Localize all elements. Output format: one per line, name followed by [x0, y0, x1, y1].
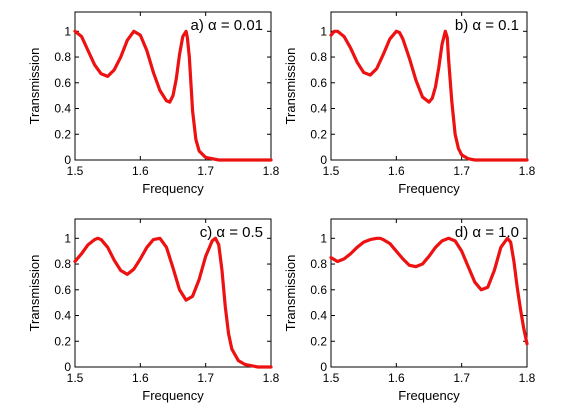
panel-c: 1.5 1.6 1.7 1.8 0 0.2 0.4 0.6 0.8 1 Frequency Trans… [27, 218, 280, 403]
y-tick-label: 0 [320, 153, 327, 167]
x-tick-label: 1.6 [132, 371, 149, 385]
y-tick-label: 0 [64, 360, 71, 374]
y-tick-label: 0.2 [310, 127, 327, 141]
y-tick-label: 0 [320, 360, 327, 374]
x-tick-label: 1.7 [453, 164, 470, 178]
x-tick-label: 1.8 [263, 164, 280, 178]
x-tick-label: 1.7 [197, 164, 214, 178]
y-tick-label: 0.4 [310, 309, 327, 323]
y-tick-label: 0.2 [54, 334, 71, 348]
transmission-curve [73, 29, 273, 162]
x-tick-label: 1.6 [388, 164, 405, 178]
panel-annotation: d) α = 1.0 [455, 224, 519, 241]
y-tick-label: 0.4 [54, 309, 71, 323]
y-axis-label: Transmission [283, 48, 298, 125]
x-tick-label: 1.5 [67, 164, 84, 178]
y-tick-label: 0.6 [310, 283, 327, 297]
axes-box [330, 218, 528, 368]
y-tick-label: 0.2 [54, 127, 71, 141]
x-axis-label: Frequency [142, 181, 204, 196]
y-tick-label: 1 [64, 231, 71, 245]
panel-a: 1.5 1.6 1.7 1.8 0 0.2 0.4 0.6 0.8 1 Frequency Trans… [27, 11, 280, 196]
x-tick-label: 1.8 [519, 164, 536, 178]
x-tick-label: 1.5 [323, 371, 340, 385]
x-tick-label: 1.6 [132, 164, 149, 178]
y-tick-label: 1 [64, 24, 71, 38]
panel-annotation: b) α = 0.1 [455, 17, 519, 34]
x-tick-label: 1.8 [263, 371, 280, 385]
panel-d: 1.5 1.6 1.7 1.8 0 0.2 0.4 0.6 0.8 1 Frequency Trans… [283, 218, 536, 403]
panel-b: 1.5 1.6 1.7 1.8 0 0.2 0.4 0.6 0.8 1 Frequency Trans… [283, 11, 536, 196]
transmission-curve [329, 236, 529, 346]
y-tick-label: 1 [320, 24, 327, 38]
axes-box [330, 11, 528, 161]
x-tick-label: 1.7 [197, 371, 214, 385]
y-tick-label: 0.6 [54, 76, 71, 90]
y-tick-label: 0.4 [54, 102, 71, 116]
transmission-curve [329, 29, 529, 162]
y-axis-label: Transmission [27, 255, 42, 332]
y-tick-label: 0.8 [310, 50, 327, 64]
y-tick-label: 0.8 [54, 50, 71, 64]
axes-box [74, 11, 272, 161]
x-tick-label: 1.6 [388, 371, 405, 385]
x-axis-label: Frequency [398, 388, 460, 403]
y-axis-label: Transmission [283, 255, 298, 332]
y-tick-label: 0 [64, 153, 71, 167]
y-tick-label: 0.6 [54, 283, 71, 297]
transmission-curve [73, 236, 273, 369]
x-axis-label: Frequency [142, 388, 204, 403]
x-tick-label: 1.5 [323, 164, 340, 178]
panel-annotation: c) α = 0.5 [200, 224, 263, 241]
y-tick-label: 0.8 [310, 257, 327, 271]
y-tick-label: 0.6 [310, 76, 327, 90]
x-tick-label: 1.8 [519, 371, 536, 385]
panel-annotation: a) α = 0.01 [191, 17, 263, 34]
x-axis-label: Frequency [398, 181, 460, 196]
y-tick-label: 0.2 [310, 334, 327, 348]
y-tick-label: 1 [320, 231, 327, 245]
axes-box [74, 218, 272, 368]
y-tick-label: 0.4 [310, 102, 327, 116]
x-tick-label: 1.5 [67, 371, 84, 385]
y-tick-label: 0.8 [54, 257, 71, 271]
x-tick-label: 1.7 [453, 371, 470, 385]
y-axis-label: Transmission [27, 48, 42, 125]
